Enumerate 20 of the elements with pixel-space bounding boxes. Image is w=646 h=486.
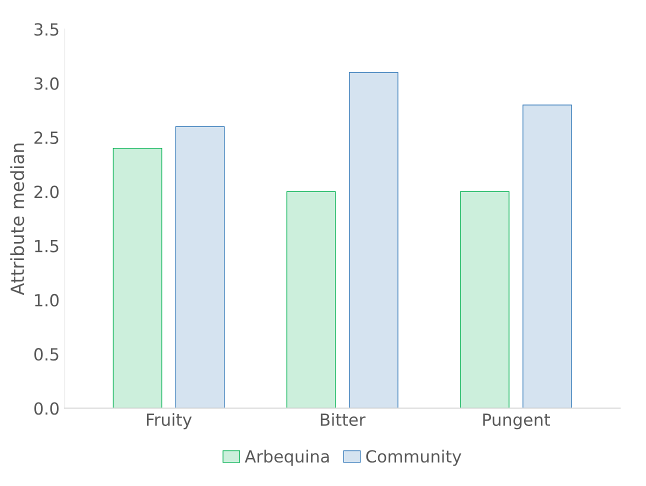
bar [522,104,572,408]
y-tick-label: 2.5 [34,131,58,144]
bar [175,126,225,408]
bar [348,72,398,408]
bar [112,148,162,408]
y-tick-label: 1.5 [35,240,58,252]
bar [286,191,336,408]
y-tick-label: 3.0 [34,77,59,90]
y-tick-label: 2.0 [34,186,59,198]
legend-label: Community [366,450,462,466]
x-tick-label: Fruity [146,413,192,430]
legend-label: Arbequina [244,450,329,466]
y-axis-title: Attribute median [10,144,24,296]
y-tick-label: 1.0 [35,294,59,306]
x-tick-label: Bitter [320,413,366,426]
y-tick-label: 3.5 [34,23,58,36]
y-tick-label: 0.0 [34,402,59,415]
y-tick-label: 0.5 [34,348,58,361]
x-tick-label: Pungent [483,414,550,430]
bar [460,191,510,408]
